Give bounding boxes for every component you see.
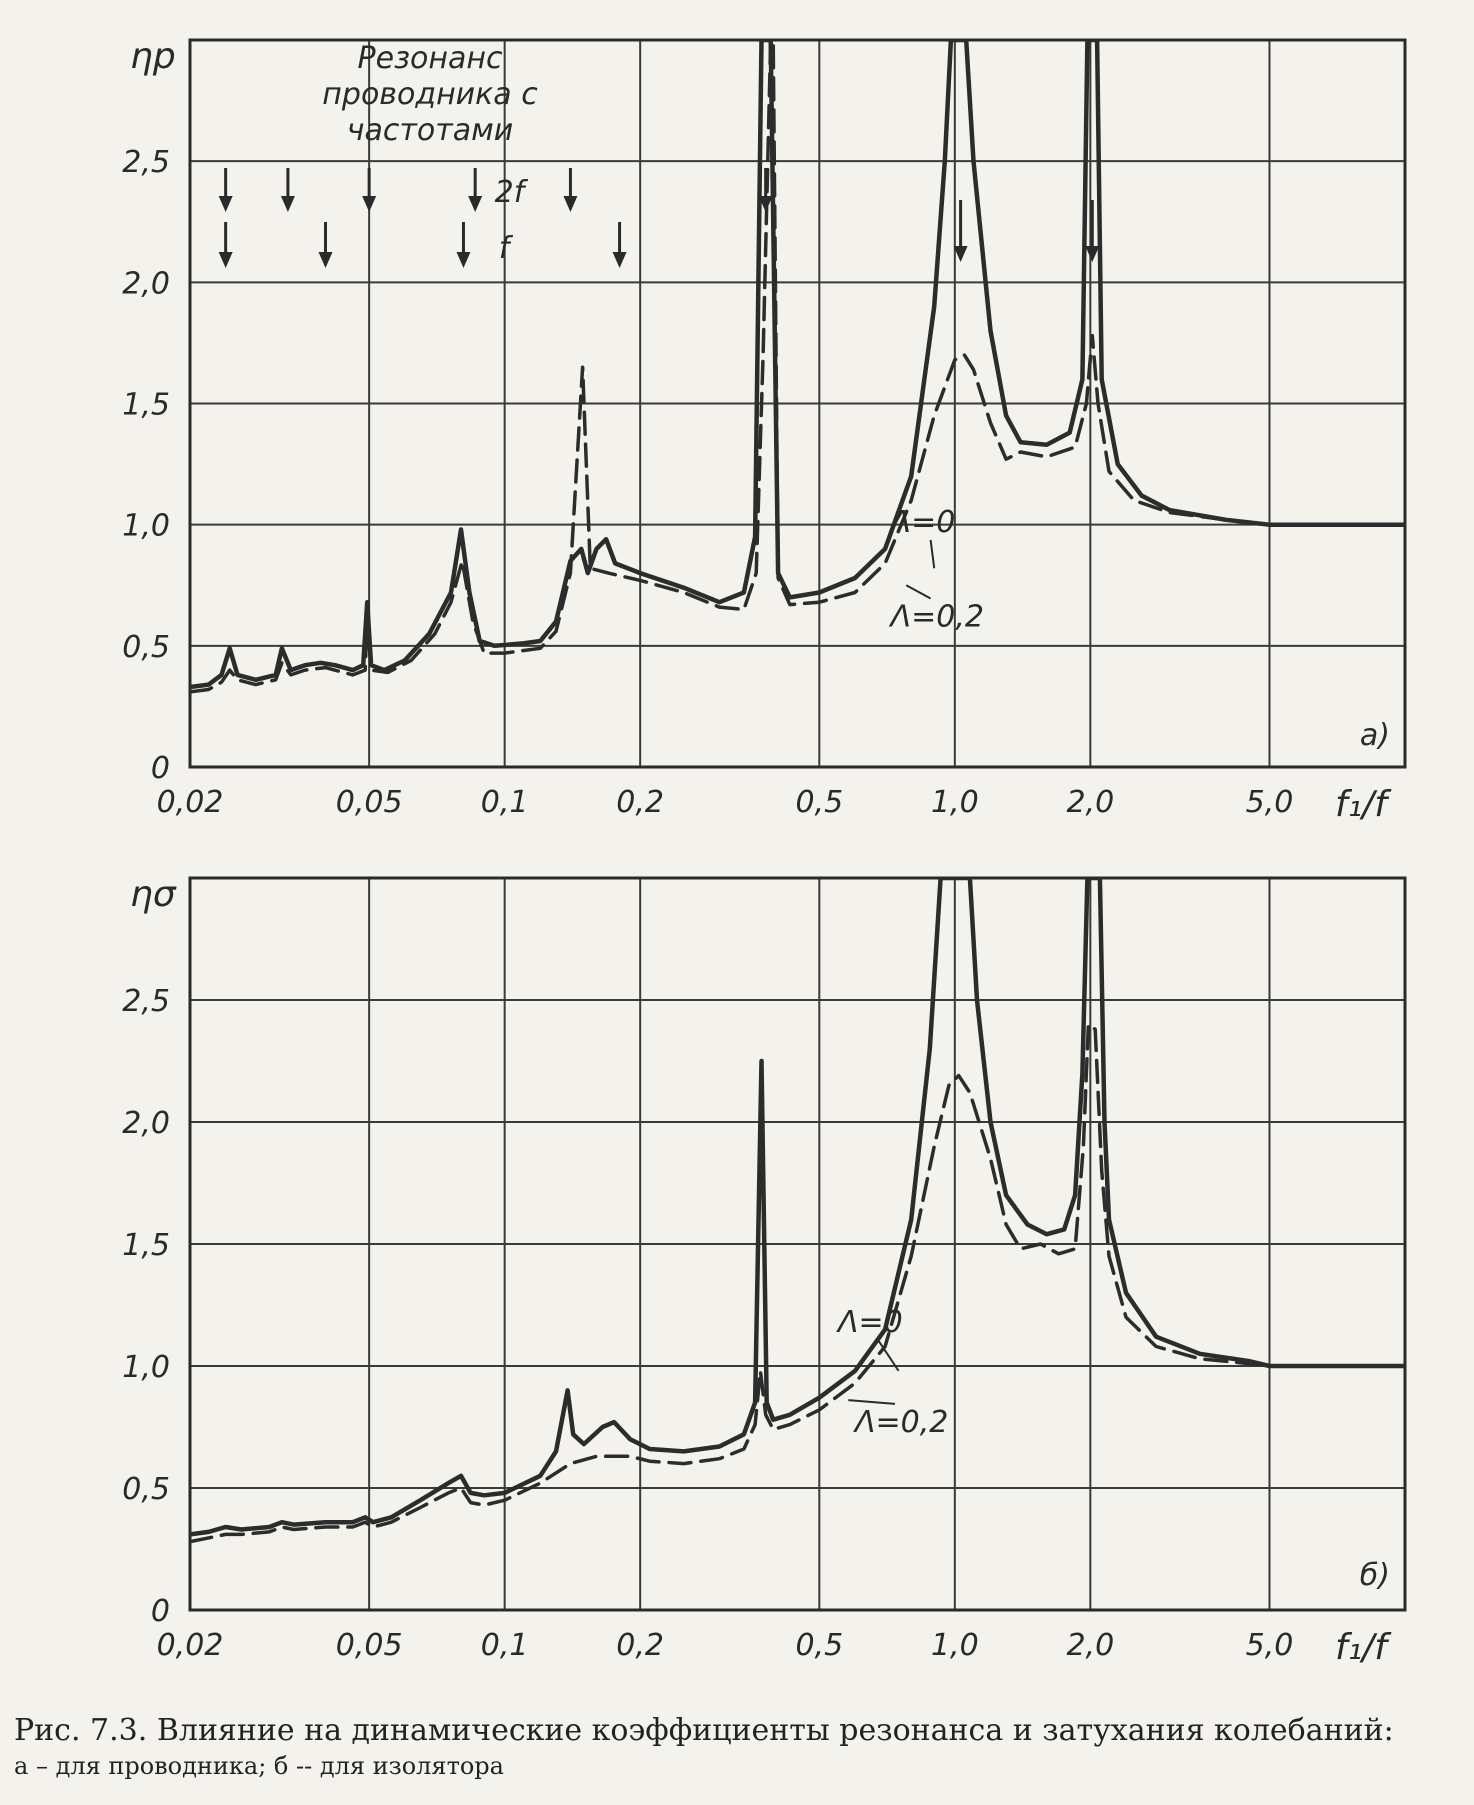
series-label-leader <box>848 1399 896 1405</box>
x-tick-label: 2,0 <box>1066 785 1114 820</box>
arrow-2f-head <box>468 196 483 212</box>
label-2f: 2f <box>495 175 529 210</box>
series-label-leader <box>929 539 936 569</box>
arrow-f-head <box>953 246 968 262</box>
annotation-text: частотами <box>347 113 513 148</box>
arrow-2f-head <box>218 196 233 212</box>
series-label: Λ=0,2 <box>889 599 984 634</box>
annotation-text: проводника с <box>322 77 538 112</box>
x-tick-label: 0,1 <box>481 1628 529 1663</box>
y-axis-label: ησ <box>130 874 177 915</box>
arrow-2f-head <box>280 196 295 212</box>
series-label: Λ=0 <box>889 505 956 540</box>
caption-sub: а – для проводника; б -- для изолятора <box>14 1752 504 1780</box>
chart-panel-b: 0,02 0,05 0,1 0,2 0,5 1,0 2,0 5,0 0 0,5 1,0 1,5 2,0 2… <box>122 874 1407 1668</box>
series-line-lambda-0-2 <box>190 1022 1405 1544</box>
x-tick-label: 0,02 <box>157 785 224 820</box>
series-label: Λ=0,2 <box>853 1405 948 1440</box>
arrow-f-head <box>218 252 233 268</box>
x-axis-label: f₁/f <box>1335 1627 1392 1668</box>
y-tick-label: 1,5 <box>122 388 170 423</box>
panel-label: б) <box>1360 1558 1390 1593</box>
x-tick-label: 1,0 <box>931 1628 979 1663</box>
annotation-text: Резонанс <box>358 41 503 76</box>
x-tick-label: 1,0 <box>931 785 979 820</box>
y-tick-label: 1,0 <box>122 1350 170 1385</box>
y-tick-label: 1,5 <box>122 1228 170 1263</box>
x-tick-label: 0,2 <box>616 785 664 820</box>
x-tick-label: 5,0 <box>1246 1628 1294 1663</box>
y-tick-label: 2,0 <box>122 1106 170 1141</box>
plot-frame <box>188 38 1407 769</box>
series-line-lambda-0 <box>190 878 1405 1537</box>
arrow-2f-head <box>362 196 377 212</box>
series-line-lambda-0-2 <box>190 40 1405 694</box>
series-label-leader <box>905 584 932 600</box>
y-tick-label: 0,5 <box>122 1472 170 1507</box>
series-label-leader <box>877 1339 900 1372</box>
panel-label: а) <box>1360 718 1390 753</box>
figure-caption: Рис. 7.3. Влияние на динамические коэффи… <box>14 1712 1464 1782</box>
grid <box>189 39 1405 768</box>
y-tick-label: 0 <box>151 1594 170 1629</box>
chart-panel-a: 0,02 0,05 0,1 0,2 0,5 1,0 2,0 5,0 0 0,5 1,0 1,5 2,0 2… <box>122 36 1407 825</box>
x-tick-label: 0,5 <box>795 1628 843 1663</box>
y-axis-label: ηp <box>130 36 176 77</box>
y-tick-label: 0,5 <box>122 630 170 665</box>
arrow-f-head <box>612 252 627 268</box>
y-tick-label: 0 <box>151 751 170 786</box>
x-tick-label: 2,0 <box>1066 1628 1114 1663</box>
plot-frame <box>188 876 1407 1612</box>
x-tick-label: 0,05 <box>336 1628 403 1663</box>
x-tick-label: 0,1 <box>481 785 529 820</box>
y-tick-label: 2,5 <box>122 984 170 1019</box>
y-tick-label: 1,0 <box>122 509 170 544</box>
x-tick-label: 5,0 <box>1246 785 1294 820</box>
arrow-f-head <box>318 252 333 268</box>
y-tick-label: 2,0 <box>122 266 170 301</box>
series-line-lambda-0 <box>190 40 1405 690</box>
grid <box>189 877 1405 1611</box>
x-tick-label: 0,2 <box>616 1628 664 1663</box>
series-label: Λ=0 <box>836 1305 903 1340</box>
y-tick-label: 2,5 <box>122 145 170 180</box>
x-tick-label: 0,05 <box>336 785 403 820</box>
x-tick-label: 0,02 <box>157 1628 224 1663</box>
arrow-2f-head <box>563 196 578 212</box>
caption-main: Рис. 7.3. Влияние на динамические коэффи… <box>14 1713 1394 1748</box>
arrow-2f-head <box>758 196 773 212</box>
x-axis-label: f₁/f <box>1335 784 1392 825</box>
arrow-f-head <box>1085 246 1100 262</box>
arrow-f-head <box>456 252 471 268</box>
x-tick-label: 0,5 <box>795 785 843 820</box>
